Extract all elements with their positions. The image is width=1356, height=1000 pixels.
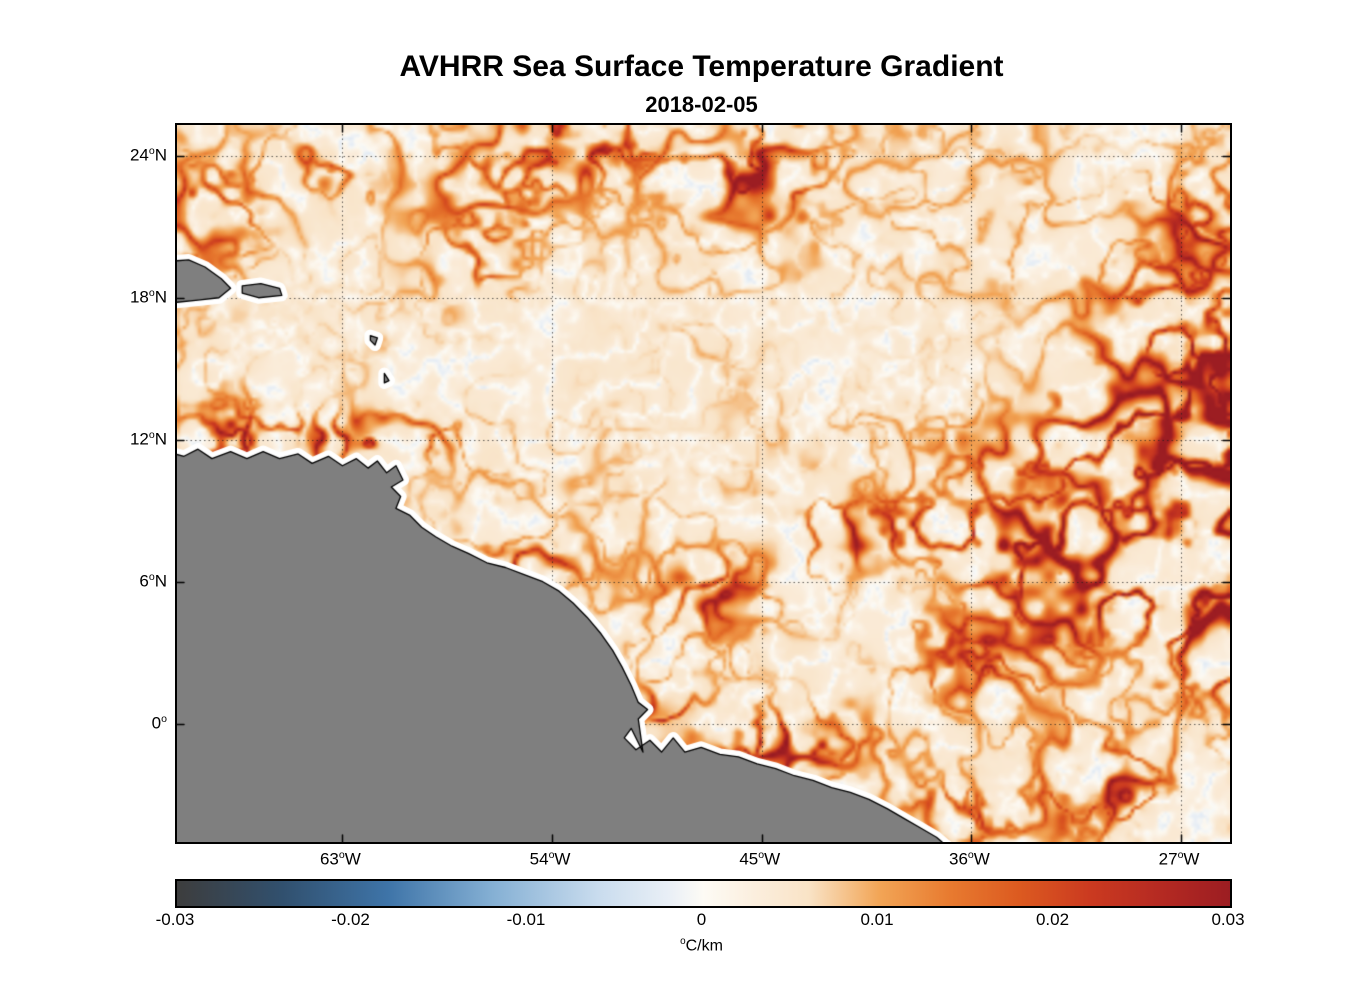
degree-superscript: o xyxy=(1177,849,1184,861)
degree-superscript: o xyxy=(148,286,155,299)
degree-superscript: o xyxy=(161,712,167,725)
y-axis-tick-labels: 24oN 18oN 12oN 6oN 0o xyxy=(45,125,167,842)
x-tick-label: 27oW xyxy=(1158,849,1200,869)
degree-superscript: o xyxy=(680,936,686,947)
colorbar-tick-label: -0.03 xyxy=(155,910,195,929)
colorbar xyxy=(175,879,1232,908)
colorbar-tick-label: -0.01 xyxy=(506,910,546,929)
colorbar-unit-text: C/km xyxy=(685,937,723,955)
degree-superscript: o xyxy=(148,570,155,583)
y-tick-label: 12oN xyxy=(129,428,167,449)
colorbar-unit-label: oC/km xyxy=(175,936,1228,955)
y-tick-label: 24oN xyxy=(129,144,167,165)
colorbar-tick-label: 0.02 xyxy=(1035,910,1070,929)
chart-title: AVHRR Sea Surface Temperature Gradient xyxy=(399,50,1004,83)
degree-superscript: o xyxy=(548,849,555,861)
degree-superscript: o xyxy=(148,144,155,157)
colorbar-tick-label: 0 xyxy=(696,910,707,929)
degree-superscript: o xyxy=(148,428,155,441)
x-tick-label: 63oW xyxy=(319,849,361,869)
colorbar-tick-label: 0.01 xyxy=(860,910,894,929)
colorbar-tick-label: 0.03 xyxy=(1211,910,1245,929)
y-tick-label: 6oN xyxy=(139,570,167,591)
colorbar-gradient xyxy=(177,881,1230,906)
x-tick-label: 45oW xyxy=(739,849,781,869)
degree-superscript: o xyxy=(967,849,974,861)
map-plot-area xyxy=(175,123,1232,844)
colorbar-tick-labels: -0.03 -0.02 -0.01 0 0.01 0.02 0.03 xyxy=(156,910,1245,932)
x-axis-tick-labels: 63oW 54oW 45oW 36oW 27oW xyxy=(175,849,1228,875)
degree-superscript: o xyxy=(338,849,345,861)
colorbar-tick-label: -0.02 xyxy=(331,910,370,929)
chart-date-subtitle: 2018-02-05 xyxy=(645,92,758,117)
x-tick-label: 36oW xyxy=(948,849,990,869)
y-tick-label: 18oN xyxy=(129,286,167,307)
x-tick-label: 54oW xyxy=(529,849,571,869)
sst-gradient-heatmap xyxy=(177,125,1230,842)
degree-superscript: o xyxy=(758,849,765,861)
y-tick-label: 0o xyxy=(151,712,167,733)
